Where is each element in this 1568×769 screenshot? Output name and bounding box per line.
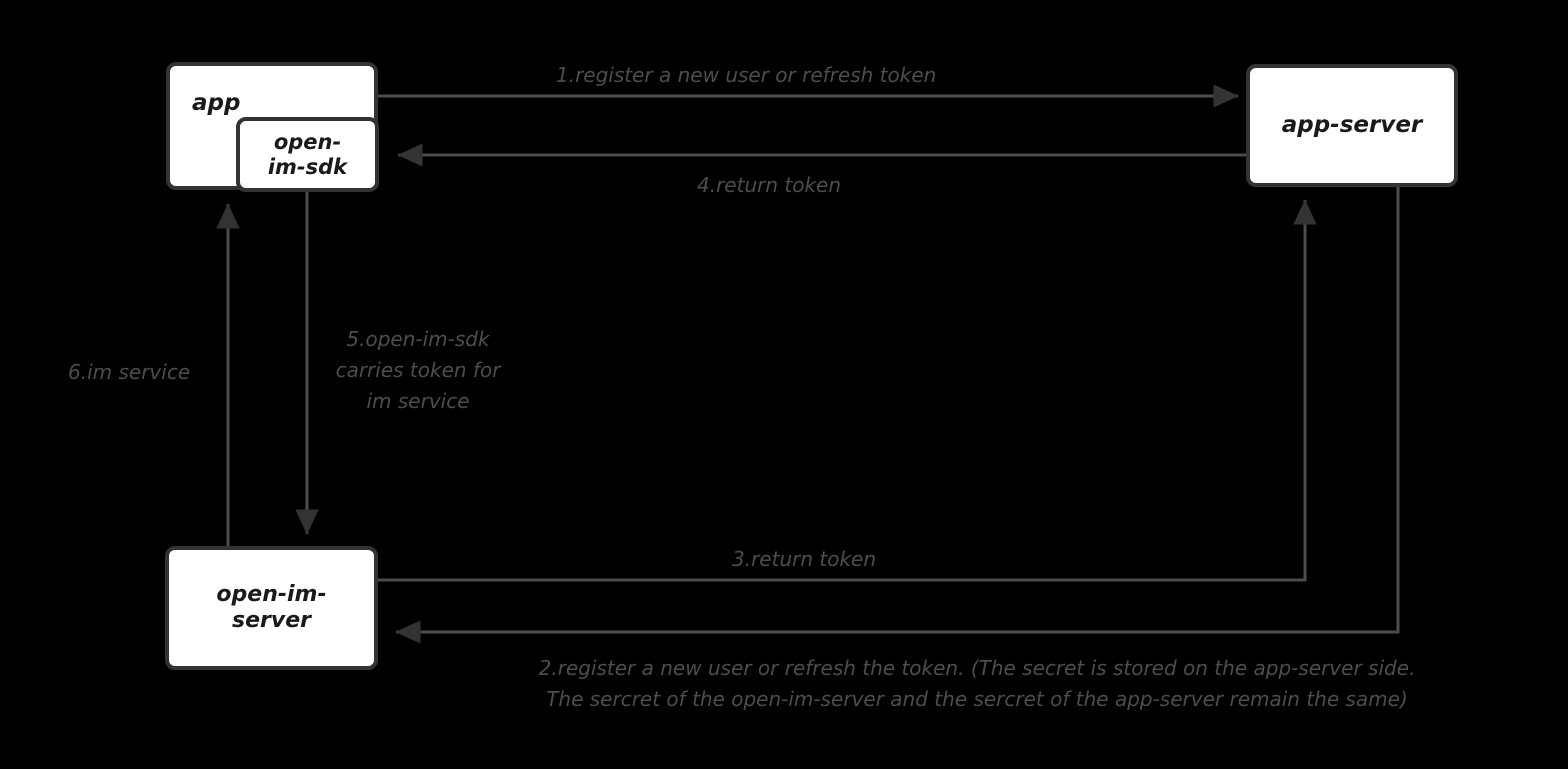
edge-label-6: 6.im service <box>68 360 191 384</box>
node-open-im-server[interactable]: open-im- server <box>165 546 378 670</box>
edge-label-3: 3.return token <box>732 547 877 571</box>
connector-2 <box>395 187 1400 644</box>
node-app-label: app <box>192 90 241 116</box>
edge-label-1: 1.register a new user or refresh token <box>556 63 937 87</box>
edge-label-5: 5.open-im-sdk carries token for im servi… <box>335 327 501 413</box>
node-open-im-sdk[interactable]: open- im-sdk <box>236 117 379 192</box>
node-open-im-sdk-label: open- im-sdk <box>267 129 348 179</box>
node-app-server-label: app-server <box>1281 111 1423 138</box>
node-open-im-server-label: open-im- server <box>216 582 327 633</box>
edge-label-2: 2.register a new user or refresh the tok… <box>538 656 1416 711</box>
node-app-server[interactable]: app-server <box>1246 64 1458 187</box>
edge-label-4: 4.return token <box>697 173 842 197</box>
